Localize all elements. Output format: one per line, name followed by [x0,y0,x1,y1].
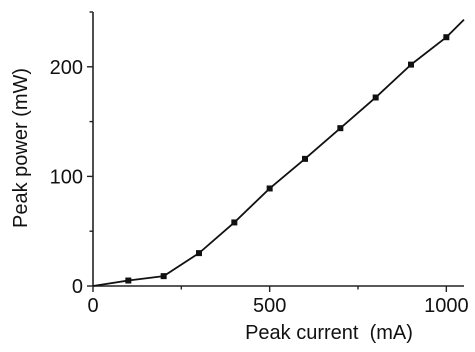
data-point [231,219,238,226]
data-point [196,250,202,257]
data-point [337,125,344,132]
data-point [408,61,414,68]
data-point [443,34,450,41]
y-tick-label: 100 [50,166,83,188]
data-point [266,185,273,192]
y-axis-label: Peak power (mW) [10,68,32,228]
data-point [125,277,132,284]
data-point [160,273,167,280]
x-tick-label: 1000 [424,295,469,317]
x-tick-label: 500 [253,295,286,317]
x-axis-label: Peak current (mA) [245,322,413,344]
y-tick-label: 200 [50,57,83,79]
y-tick-label: 0 [72,276,83,298]
data-point [372,94,379,101]
series-line [92,19,465,287]
x-tick-label: 0 [87,295,98,317]
data-point [302,155,308,162]
